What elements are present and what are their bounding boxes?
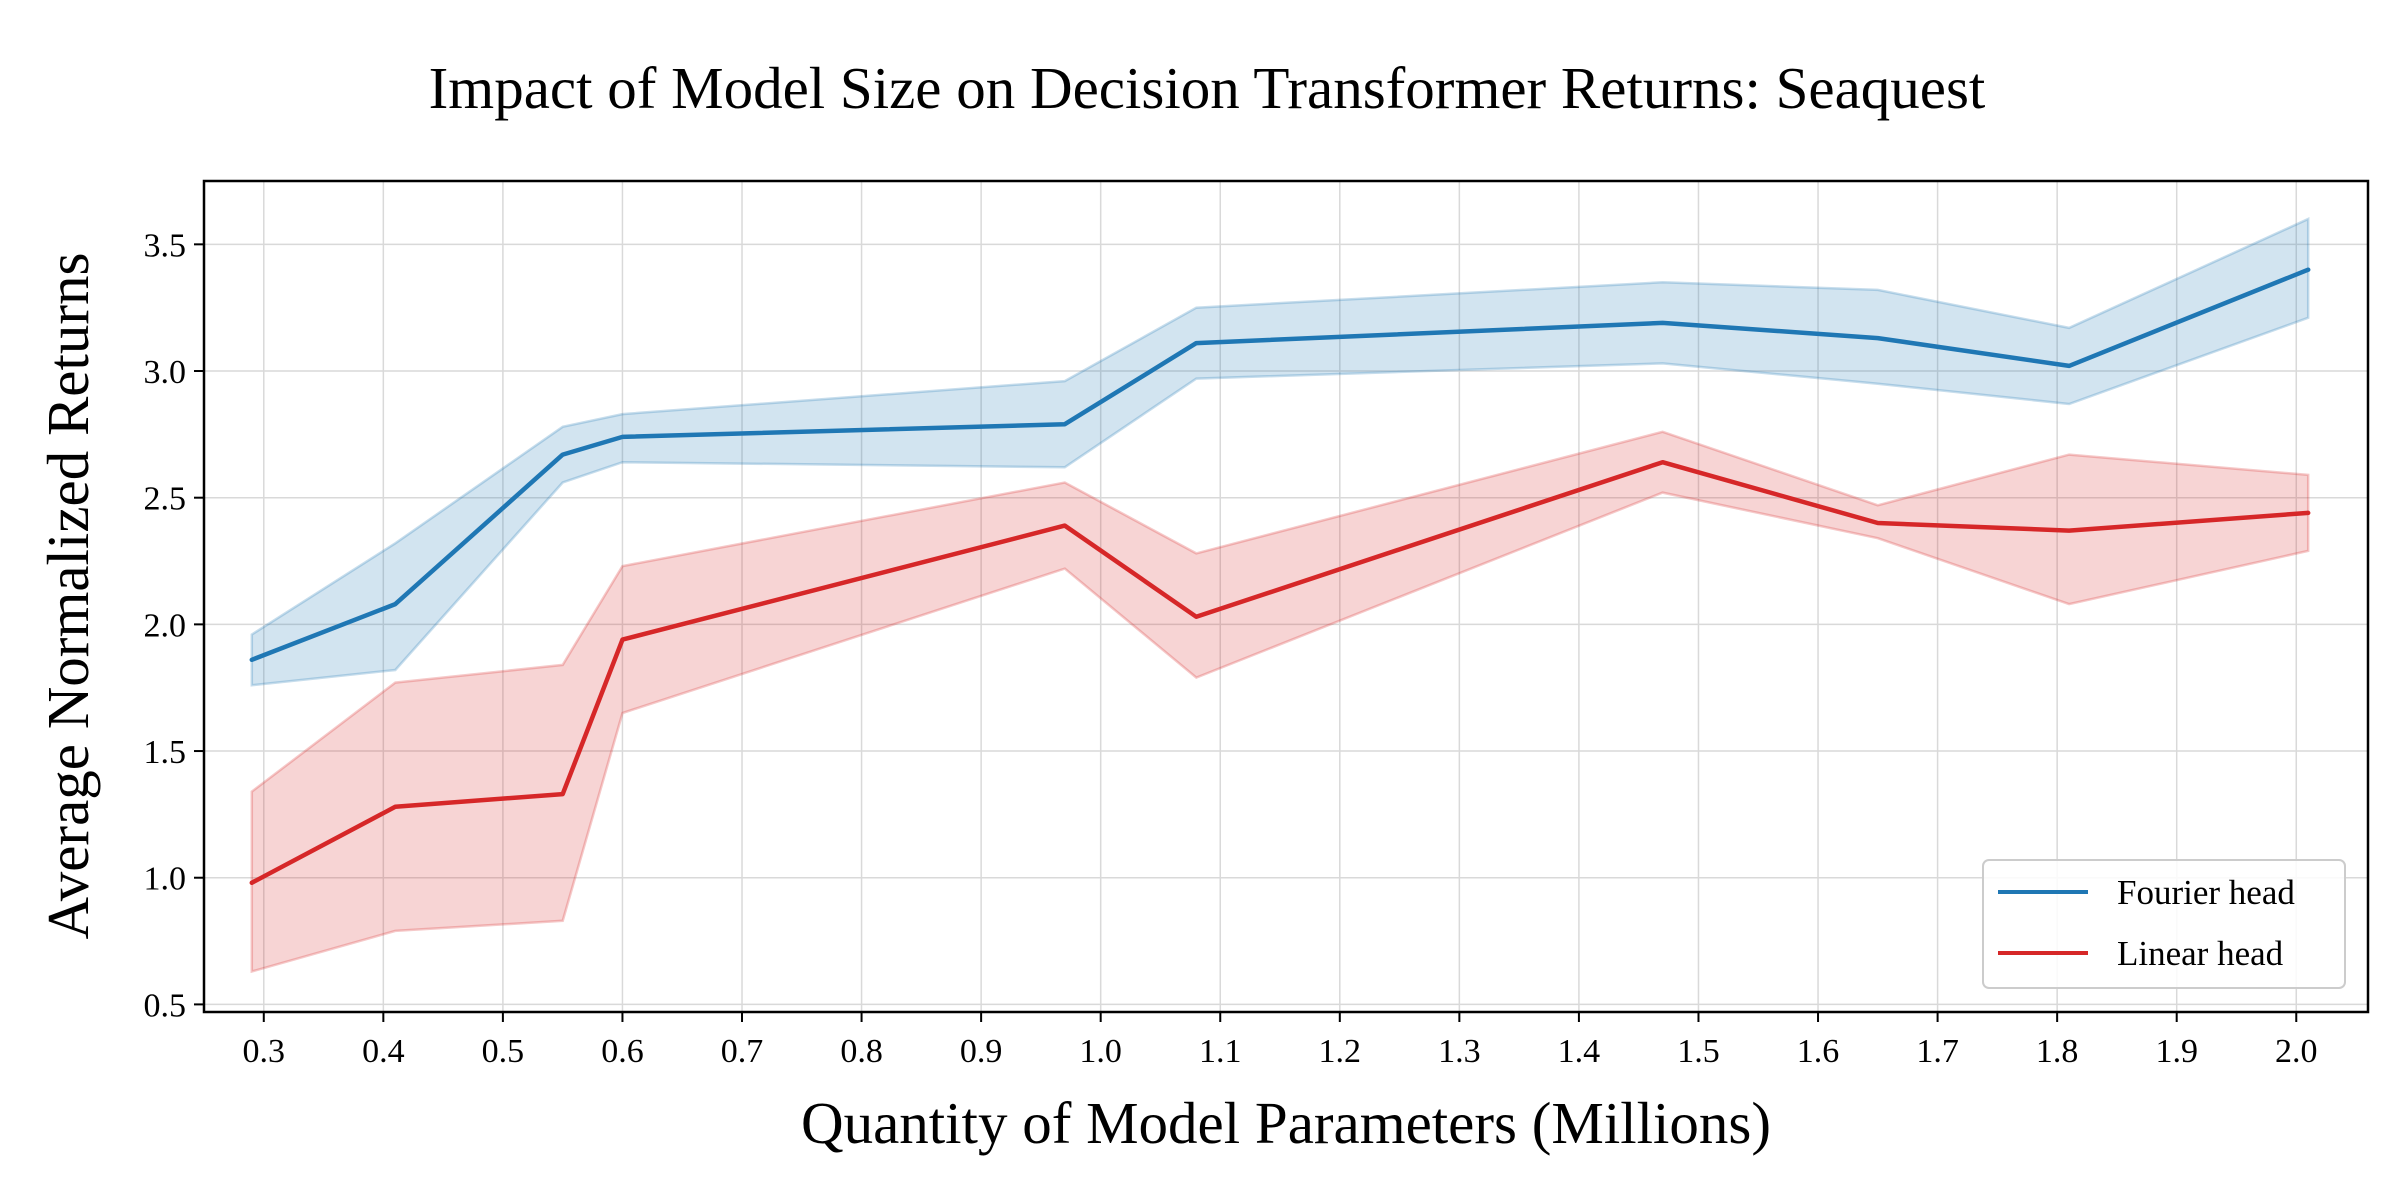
y-tick-label: 1.0 [144, 861, 187, 898]
x-tick-label: 1.7 [1916, 1033, 1959, 1070]
x-tick-label: 0.8 [840, 1033, 883, 1070]
x-tick-label: 2.0 [2275, 1033, 2318, 1070]
y-tick-label: 2.0 [144, 607, 187, 644]
series-line-fourier-head [249, 267, 2311, 663]
x-tick-label: 1.3 [1438, 1033, 1481, 1070]
legend-label-linear-head: Linear head [2117, 934, 2284, 973]
x-axis-ticks: 0.3 0.4 0.5 0.6 0.7 0.8 0.9 1.0 1.1 1.2 1.3 1.4 1.5 1… [243, 1012, 2318, 1070]
confidence-band-fourier-head [250, 217, 2310, 687]
x-tick-label: 1.5 [1677, 1033, 1720, 1070]
plot-frame [202, 179, 2370, 1014]
chart-title: Impact of Model Size on Decision Transfo… [429, 55, 1986, 121]
confidence-bands [250, 217, 2310, 974]
x-tick-label: 0.3 [243, 1033, 286, 1070]
x-tick-label: 1.2 [1319, 1033, 1362, 1070]
x-tick-label: 1.9 [2155, 1033, 2198, 1070]
y-axis-label: Average Normalized Returns [35, 253, 101, 940]
y-tick-label: 1.5 [144, 734, 187, 771]
legend-label-fourier-head: Fourier head [2117, 873, 2295, 912]
x-tick-label: 0.9 [960, 1033, 1003, 1070]
series-line-linear-head [249, 459, 2311, 886]
x-tick-label: 0.4 [362, 1033, 405, 1070]
x-tick-label: 1.1 [1199, 1033, 1242, 1070]
x-tick-label: 0.6 [601, 1033, 644, 1070]
y-tick-label: 0.5 [144, 987, 187, 1024]
y-axis-ticks: 0.5 1.0 1.5 2.0 2.5 3.0 3.5 [144, 227, 204, 1024]
x-tick-label: 0.5 [482, 1033, 525, 1070]
x-axis-label: Quantity of Model Parameters (Millions) [801, 1090, 1771, 1156]
x-tick-label: 1.4 [1558, 1033, 1601, 1070]
x-tick-label: 1.0 [1079, 1033, 1122, 1070]
confidence-band-linear-head [250, 430, 2310, 974]
legend: Fourier head Linear head [1982, 859, 2346, 989]
x-tick-label: 1.6 [1797, 1033, 1840, 1070]
series-lines [249, 267, 2311, 886]
x-tick-label: 0.7 [721, 1033, 764, 1070]
y-tick-label: 2.5 [144, 481, 187, 518]
y-tick-label: 3.0 [144, 354, 187, 391]
x-tick-label: 1.8 [2036, 1033, 2079, 1070]
y-tick-label: 3.5 [144, 227, 187, 264]
